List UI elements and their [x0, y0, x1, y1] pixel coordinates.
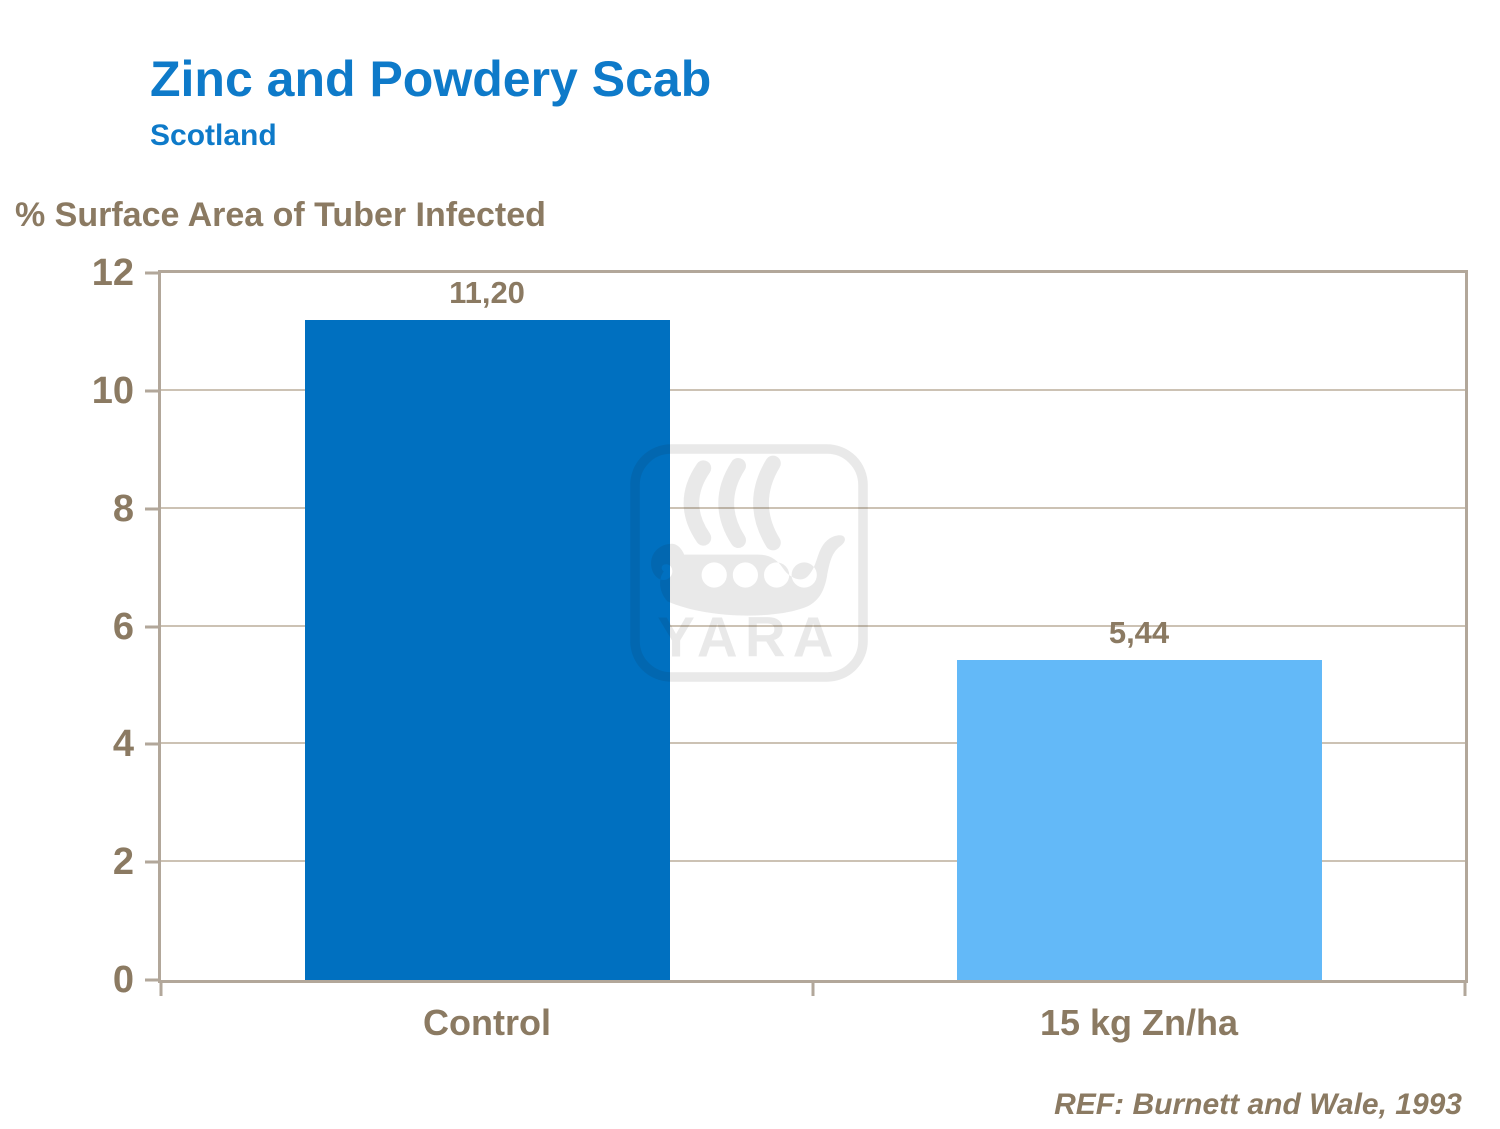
ref-citation: REF: Burnett and Wale, 1993: [1054, 1088, 1462, 1121]
x-axis-tick-mark: [159, 983, 163, 996]
x-axis-tick-mark: [811, 983, 815, 996]
category-label-control: Control: [423, 1002, 551, 1043]
y-axis-tick-label: 10: [91, 369, 134, 412]
value-label-control: 11,20: [449, 275, 525, 311]
plot-area: 0 2 4 6 8 10 12 11,20 Control 5,44 15 kg Zn/ha: [92, 254, 1468, 1043]
y-axis-tick-mark: [145, 271, 158, 275]
x-axis-tick-mark: [1463, 983, 1467, 996]
bar-15-kg-zn-ha: [957, 659, 1322, 980]
y-axis-tick-label: 0: [112, 959, 134, 1001]
y-axis-tick-mark: [145, 742, 158, 746]
y-axis-tick-mark: [145, 978, 158, 982]
y-axis-tick-label: 6: [112, 605, 134, 648]
y-axis-tick-mark: [145, 389, 158, 393]
gridline: [161, 506, 1465, 509]
chart-title: Zinc and Powdery Scab: [150, 51, 712, 107]
y-axis-tick-mark: [145, 507, 158, 511]
y-axis-tick-label: 12: [91, 252, 134, 294]
gridline: [161, 624, 1465, 627]
y-axis-tick-label: 2: [112, 841, 134, 884]
bar-control: [305, 320, 670, 980]
y-axis-tick-label: 8: [112, 487, 134, 530]
gridline: [161, 388, 1465, 391]
y-axis-tick-mark: [145, 860, 158, 864]
y-axis-tick-label: 4: [112, 723, 134, 766]
chart-subtitle: Scotland: [150, 119, 277, 152]
gridline: [161, 742, 1465, 745]
category-label-15-kg-zn-ha: 15 kg Zn/ha: [1039, 1002, 1239, 1043]
y-axis-title: % Surface Area of Tuber Infected: [15, 196, 546, 234]
gridline: [161, 860, 1465, 863]
value-label-15-kg-zn-ha: 5,44: [1108, 614, 1170, 650]
y-axis-tick-mark: [145, 625, 158, 628]
